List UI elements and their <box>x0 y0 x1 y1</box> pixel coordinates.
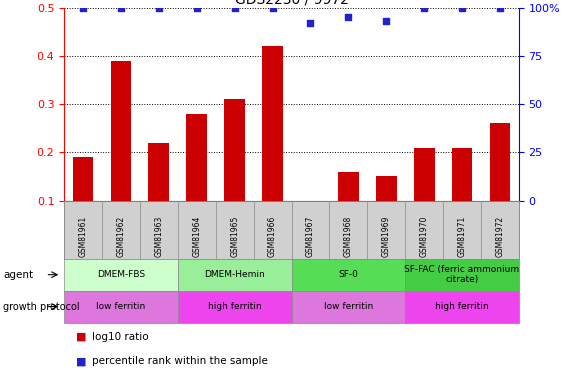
Point <box>116 4 125 10</box>
Point <box>192 4 202 10</box>
Text: GSM81970: GSM81970 <box>420 216 429 257</box>
Text: GSM81963: GSM81963 <box>154 216 163 257</box>
Text: log10 ratio: log10 ratio <box>92 332 149 342</box>
Text: GSM81965: GSM81965 <box>230 216 239 257</box>
Text: agent: agent <box>3 270 33 280</box>
Text: DMEM-Hemin: DMEM-Hemin <box>204 270 265 279</box>
Text: GSM81971: GSM81971 <box>458 216 466 257</box>
Point <box>268 4 277 10</box>
Text: GSM81967: GSM81967 <box>306 216 315 257</box>
Bar <box>338 172 359 249</box>
Text: SF-FAC (ferric ammonium
citrate): SF-FAC (ferric ammonium citrate) <box>405 265 519 284</box>
Bar <box>262 46 283 249</box>
Text: DMEM-FBS: DMEM-FBS <box>97 270 145 279</box>
Bar <box>187 114 207 249</box>
Bar <box>149 143 169 249</box>
Bar <box>300 201 321 249</box>
Text: high ferritin: high ferritin <box>436 302 489 311</box>
Bar <box>452 147 472 249</box>
Point <box>305 20 315 26</box>
Text: growth protocol: growth protocol <box>3 302 79 312</box>
Bar <box>490 123 510 249</box>
Text: low ferritin: low ferritin <box>324 302 373 311</box>
Text: GSM81962: GSM81962 <box>117 216 125 257</box>
Title: GDS2230 / 9972: GDS2230 / 9972 <box>234 0 349 6</box>
Text: GSM81969: GSM81969 <box>382 216 391 257</box>
Text: GSM81966: GSM81966 <box>268 216 277 257</box>
Point <box>78 4 87 10</box>
Point <box>457 4 466 10</box>
Point <box>419 4 429 10</box>
Text: percentile rank within the sample: percentile rank within the sample <box>92 357 268 366</box>
Bar <box>224 99 245 249</box>
Text: low ferritin: low ferritin <box>96 302 146 311</box>
Bar <box>376 177 396 249</box>
Text: ■: ■ <box>76 357 86 366</box>
Point <box>495 4 504 10</box>
Point <box>154 4 163 10</box>
Text: SF-0: SF-0 <box>338 270 359 279</box>
Text: GSM81972: GSM81972 <box>496 216 504 257</box>
Bar <box>73 157 93 249</box>
Bar <box>111 61 131 249</box>
Text: GSM81964: GSM81964 <box>192 216 201 257</box>
Point <box>343 14 353 20</box>
Point <box>230 4 239 10</box>
Text: GSM81968: GSM81968 <box>344 216 353 257</box>
Point <box>381 18 391 24</box>
Text: high ferritin: high ferritin <box>208 302 261 311</box>
Bar <box>414 147 434 249</box>
Text: GSM81961: GSM81961 <box>79 216 87 257</box>
Text: ■: ■ <box>76 332 86 342</box>
